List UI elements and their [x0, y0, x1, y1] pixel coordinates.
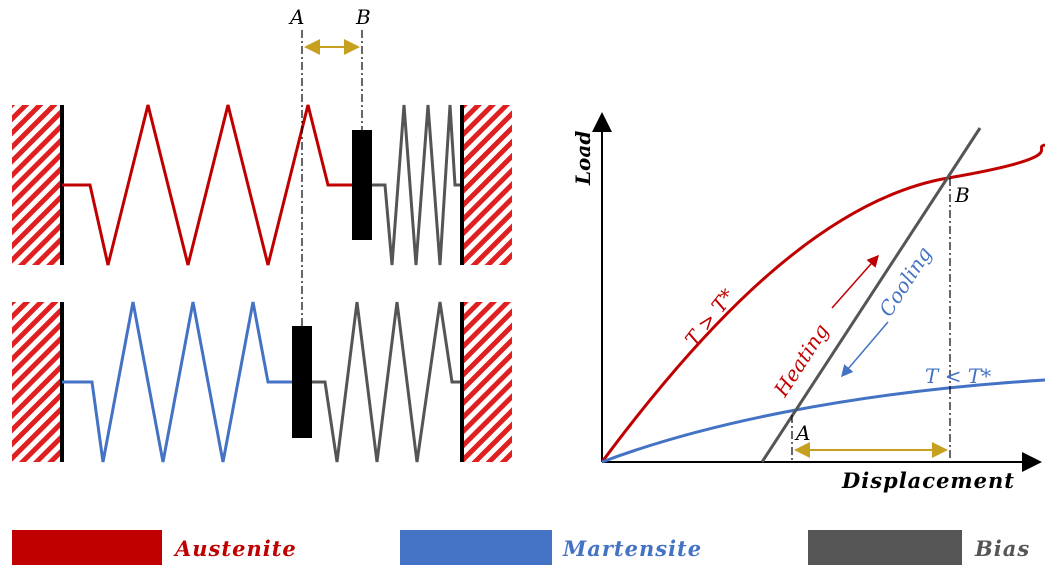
legend-swatch — [400, 530, 552, 565]
curve-hot-label: T > T* — [680, 284, 740, 351]
label-b: B — [355, 5, 371, 29]
bottom-assembly — [12, 302, 512, 462]
heating-label: Heating — [769, 319, 834, 401]
legend-label: Bias — [974, 536, 1030, 561]
cooling-label: Cooling — [874, 242, 937, 320]
legend-swatch — [808, 530, 962, 565]
graph — [602, 114, 1045, 462]
legend-swatch — [12, 530, 162, 565]
diagram: A B Load Displacement B A T > T* Heating… — [0, 0, 1045, 566]
curve-cold-label: T < T* — [925, 364, 991, 388]
y-axis-label: Load — [571, 131, 595, 186]
x-axis-label: Displacement — [841, 468, 1015, 493]
legend-label: Austenite — [173, 536, 297, 561]
legend-label: Martensite — [562, 536, 702, 561]
point-a: A — [794, 421, 810, 445]
label-a: A — [288, 5, 304, 29]
point-b: B — [954, 183, 970, 207]
top-assembly — [12, 105, 512, 265]
